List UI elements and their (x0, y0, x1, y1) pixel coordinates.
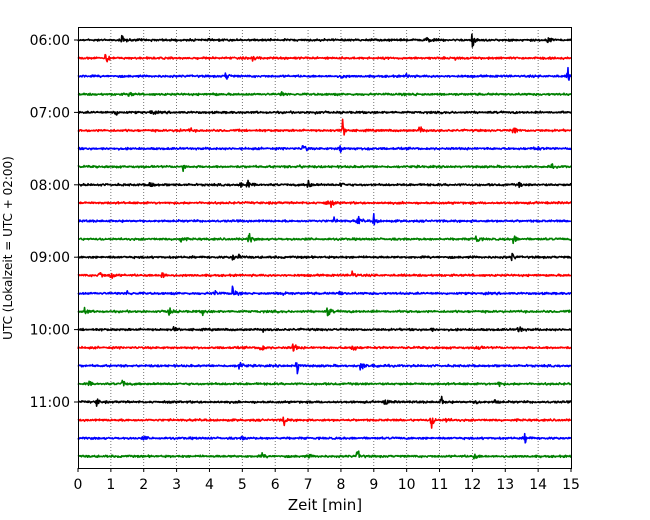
trace-1115 (77, 416, 572, 429)
trace-0815 (77, 200, 572, 209)
trace-0915 (77, 270, 572, 279)
x-tick-label: 11 (431, 477, 449, 493)
y-axis-label: UTC (Lokalzeit = UTC + 02:00) (1, 156, 15, 340)
x-axis-ticks: 0 1 2 3 4 5 6 7 8 9 10 11 12 13 14 15 (74, 468, 580, 493)
trace-0700 (77, 110, 572, 116)
trace-layer (77, 33, 572, 460)
y-tick-label: 08:00 (30, 178, 70, 194)
trace-0930 (77, 285, 572, 296)
trace-1015 (77, 343, 572, 352)
x-tick-label: 7 (304, 477, 313, 493)
x-tick-label: 4 (205, 477, 214, 493)
x-tick-label: 0 (74, 477, 83, 493)
plot-frame (78, 27, 572, 469)
trace-0630 (77, 66, 572, 81)
trace-0830 (77, 213, 572, 226)
trace-1030 (77, 361, 572, 375)
x-tick-label: 13 (496, 477, 514, 493)
trace-0800 (77, 179, 572, 189)
trace-0745 (77, 163, 572, 173)
trace-1000 (77, 325, 572, 333)
x-tick-label: 6 (271, 477, 280, 493)
x-tick-label: 14 (529, 477, 547, 493)
y-tick-label: 09:00 (30, 250, 70, 266)
trace-1145 (77, 450, 572, 460)
y-tick-label: 07:00 (30, 105, 70, 121)
x-tick-label: 5 (238, 477, 247, 493)
trace-0945 (77, 306, 572, 317)
x-tick-label: 10 (398, 477, 416, 493)
trace-0600 (77, 33, 572, 48)
trace-0900 (77, 252, 572, 262)
x-tick-label: 9 (369, 477, 378, 493)
y-axis-ticks: 06:00 07:00 08:00 09:00 10:00 11:00 (30, 33, 78, 411)
trace-0645 (77, 91, 572, 97)
x-tick-label: 2 (139, 477, 148, 493)
trace-1130 (77, 432, 572, 444)
y-tick-label: 11:00 (30, 395, 70, 411)
x-tick-label: 12 (463, 477, 481, 493)
x-tick-label: 8 (336, 477, 345, 493)
y-tick-label: 10:00 (30, 323, 70, 339)
x-axis-label: Zeit [min] (288, 496, 362, 514)
y-tick-label: 06:00 (30, 33, 70, 49)
trace-0615 (77, 53, 572, 63)
x-tick-label: 1 (106, 477, 115, 493)
trace-0730 (77, 144, 572, 153)
x-tick-label: 3 (172, 477, 181, 493)
trace-0845 (77, 232, 572, 245)
trace-1045 (77, 379, 572, 388)
x-tick-label: 15 (562, 477, 580, 493)
trace-1100 (77, 395, 572, 407)
trace-0715 (77, 118, 572, 136)
